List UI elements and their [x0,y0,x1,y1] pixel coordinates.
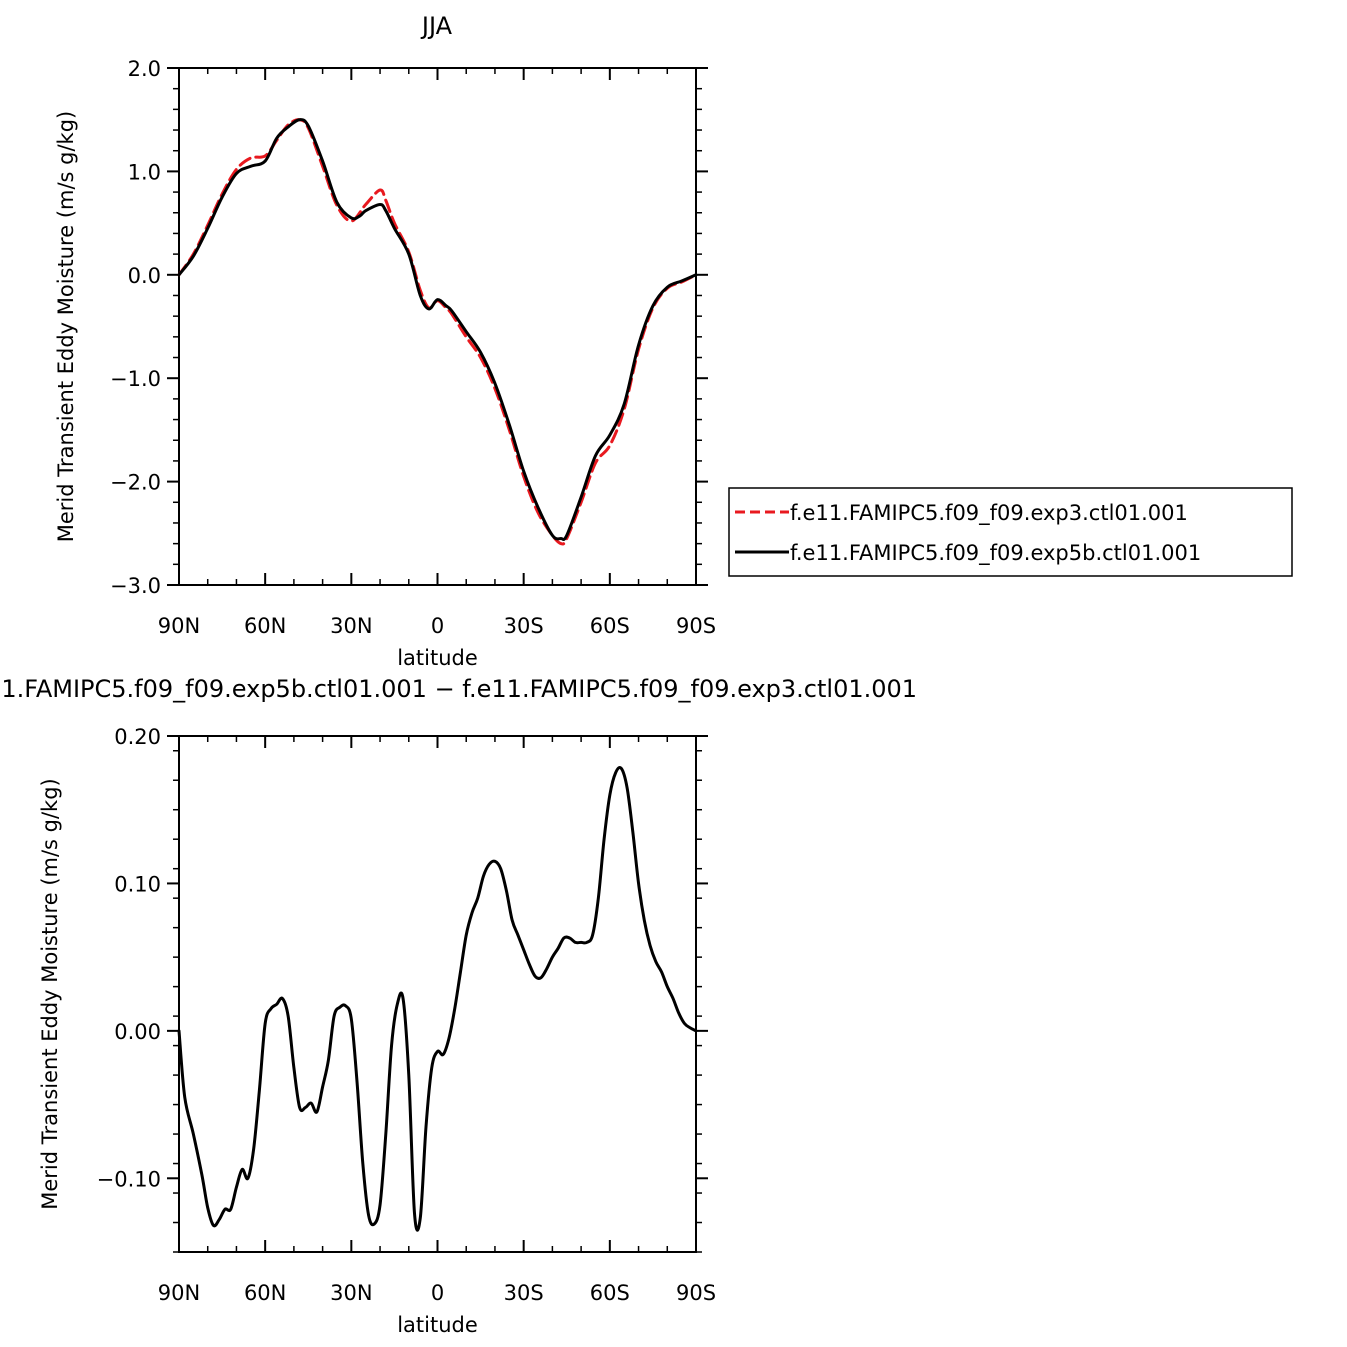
y-tick-label: −2.0 [110,471,161,495]
x-tick-label: 90S [676,1281,716,1305]
series-line [177,118,698,546]
y-axis-label: Merid Transient Eddy Moisture (m/s g/kg) [38,778,62,1210]
plot-frame [178,67,697,586]
x-axis-label: latitude [397,1313,478,1337]
x-tick-label: 90N [158,1281,200,1305]
chart-title: f.e11.FAMIPC5.f09_f09.exp5b.ctl01.001 − … [0,675,917,703]
y-tick-label: 1.0 [128,160,161,184]
top-panel: JJA 90N 60N 30N 0 30S 60S 90S 2.0 1.0 0.0 −1.0 −2.0 −… [54,12,1293,670]
chart-title: JJA [420,12,453,40]
y-axis-label: Merid Transient Eddy Moisture (m/s g/kg) [54,111,78,543]
y-tick-label: −3.0 [110,574,161,598]
series-line [177,765,698,1232]
x-tick-label: 90N [158,614,200,638]
x-tick-label: 0 [431,1281,444,1305]
x-tick-label: 30N [330,1281,372,1305]
x-tick-label: 30S [504,614,544,638]
x-tick-label: 30N [330,614,372,638]
x-tick-label: 60N [244,614,286,638]
legend-box [728,487,1293,577]
series-line [177,118,698,541]
x-axis-label: latitude [397,646,478,670]
plot-frame [178,735,697,1253]
y-tick-label: 0.20 [114,725,161,749]
legend-entry: f.e11.FAMIPC5.f09_f09.exp3.ctl01.001 [790,501,1188,526]
y-tick-label: −1.0 [110,367,161,391]
y-tick-label: 0.00 [114,1020,161,1044]
x-tick-label: 60S [590,614,630,638]
x-tick-label: 60N [244,1281,286,1305]
y-tick-label: −0.10 [97,1167,161,1191]
bottom-panel: f.e11.FAMIPC5.f09_f09.exp5b.ctl01.001 − … [0,675,917,1337]
y-tick-label: 2.0 [128,57,161,81]
x-tick-label: 0 [431,614,444,638]
y-tick-label: 0.0 [128,264,161,288]
x-tick-label: 60S [590,1281,630,1305]
x-tick-label: 90S [676,614,716,638]
y-tick-label: 0.10 [114,872,161,896]
legend-entry: f.e11.FAMIPC5.f09_f09.exp5b.ctl01.001 [790,541,1201,566]
x-tick-label: 30S [504,1281,544,1305]
